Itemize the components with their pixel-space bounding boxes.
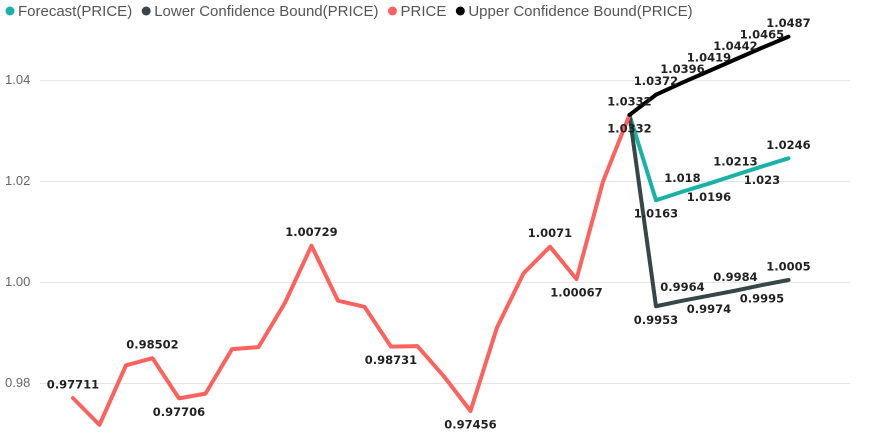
data-label: 1.018 (664, 171, 700, 185)
legend-label: Lower Confidence Bound(PRICE) (154, 3, 378, 20)
data-label: 1.00729 (285, 225, 337, 239)
data-label: 1.0332 (607, 121, 651, 135)
series-line (627, 34, 791, 117)
legend-marker (5, 6, 15, 16)
data-label: 1.0396 (660, 62, 704, 76)
data-label: 1.023 (744, 173, 780, 187)
data-label: 1.0332 (607, 94, 651, 108)
data-label: 0.97706 (153, 405, 205, 419)
data-label: 0.98502 (126, 338, 178, 352)
legend-label: Upper Confidence Bound(PRICE) (468, 3, 692, 20)
data-label: 1.0442 (713, 39, 757, 53)
data-label: 1.0005 (766, 260, 810, 274)
data-label: 0.9964 (660, 280, 704, 294)
data-label: 1.0419 (687, 50, 731, 64)
series-line (627, 112, 791, 309)
data-label: 1.0246 (766, 138, 810, 152)
legend-marker (141, 6, 151, 16)
data-label: 0.97456 (444, 417, 496, 431)
legend-label: Forecast(PRICE) (18, 3, 132, 20)
data-label: 1.0213 (713, 154, 757, 168)
data-label: 0.9984 (713, 270, 757, 284)
data-label: 0.98731 (365, 353, 417, 367)
series-line (627, 112, 791, 203)
y-tick-label: 0.98 (5, 375, 30, 390)
legend: Forecast(PRICE) Lower Confidence Bound(PR… (5, 3, 693, 20)
y-tick-label: 1.02 (5, 173, 30, 188)
legend-label: PRICE (400, 3, 446, 20)
data-label: 1.0196 (687, 190, 731, 204)
data-label: 0.97711 (47, 378, 99, 392)
data-label: 1.0465 (740, 27, 784, 41)
data-label: 1.0163 (634, 207, 678, 221)
data-label: 0.9953 (634, 313, 678, 327)
data-label: 0.97181 (73, 431, 125, 434)
data-label: 0.9995 (740, 292, 784, 306)
data-label: 1.0372 (634, 74, 678, 88)
data-label: 1.0487 (766, 16, 810, 30)
data-label: 1.0071 (528, 226, 572, 240)
legend-marker (387, 6, 397, 16)
data-label: 0.9974 (687, 302, 731, 316)
series-line (71, 112, 632, 427)
legend-marker (455, 6, 465, 16)
data-label: 1.00067 (550, 286, 602, 300)
y-tick-label: 1.00 (5, 274, 30, 289)
y-tick-label: 1.04 (5, 72, 30, 87)
